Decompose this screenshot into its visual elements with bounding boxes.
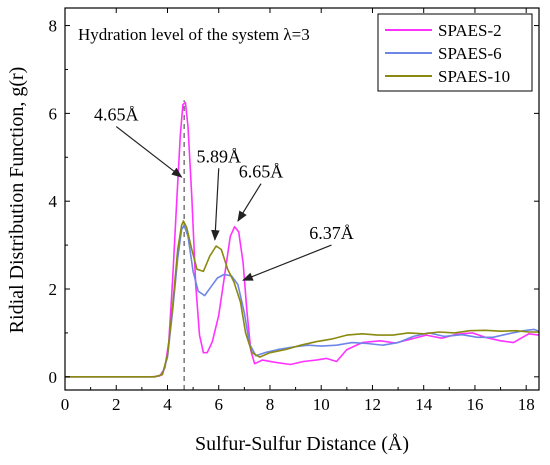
- annotation-arrow: [237, 183, 262, 222]
- x-tick-label: 6: [214, 395, 223, 414]
- y-axis-title: Ridial Distribution Function, g(r): [6, 67, 28, 334]
- axes: 0 2 4 6 8 10 12 14 16 18 0 2 4 6 8: [49, 8, 539, 414]
- annotation-arrow: [211, 168, 220, 241]
- x-tick-label: 4: [163, 395, 172, 414]
- y-tick-label: 0: [49, 368, 58, 387]
- series-line-spaes-10: [65, 220, 539, 378]
- legend: SPAES-2 SPAES-6 SPAES-10: [377, 13, 533, 92]
- x-tick-label: 10: [313, 395, 330, 414]
- plot-area: [65, 100, 540, 390]
- hydration-note: Hydration level of the system λ=3: [78, 25, 310, 44]
- x-tick-label: 18: [518, 395, 535, 414]
- annotation-label: 6.65Å: [239, 162, 284, 182]
- x-tick-label: 12: [364, 395, 381, 414]
- x-tick-label: 0: [61, 395, 70, 414]
- y-tick-label: 8: [49, 17, 58, 36]
- series-line-spaes-2: [65, 101, 540, 378]
- annotation-arrow: [242, 244, 332, 281]
- x-tick-label: 14: [415, 395, 433, 414]
- legend-label-spaes-2: SPAES-2: [438, 21, 502, 40]
- legend-label-spaes-6: SPAES-6: [438, 44, 502, 63]
- x-tick-label: 16: [466, 395, 483, 414]
- legend-label-spaes-10: SPAES-10: [438, 67, 510, 86]
- annotation-label: 6.37Å: [309, 223, 354, 243]
- x-tick-label: 2: [112, 395, 121, 414]
- y-tick-label: 2: [49, 280, 58, 299]
- series-line-spaes-6: [65, 224, 540, 378]
- annotation-arrow: [115, 126, 183, 178]
- annotation-label: 5.89Å: [196, 146, 241, 166]
- plot-frame: [64, 7, 540, 391]
- y-tick-label: 6: [49, 104, 58, 123]
- y-tick-label: 4: [49, 192, 58, 211]
- annotation-label: 4.65Å: [94, 105, 139, 125]
- x-axis-title: Sulfur-Sulfur Distance (Å): [195, 433, 409, 455]
- x-tick-label: 8: [266, 395, 275, 414]
